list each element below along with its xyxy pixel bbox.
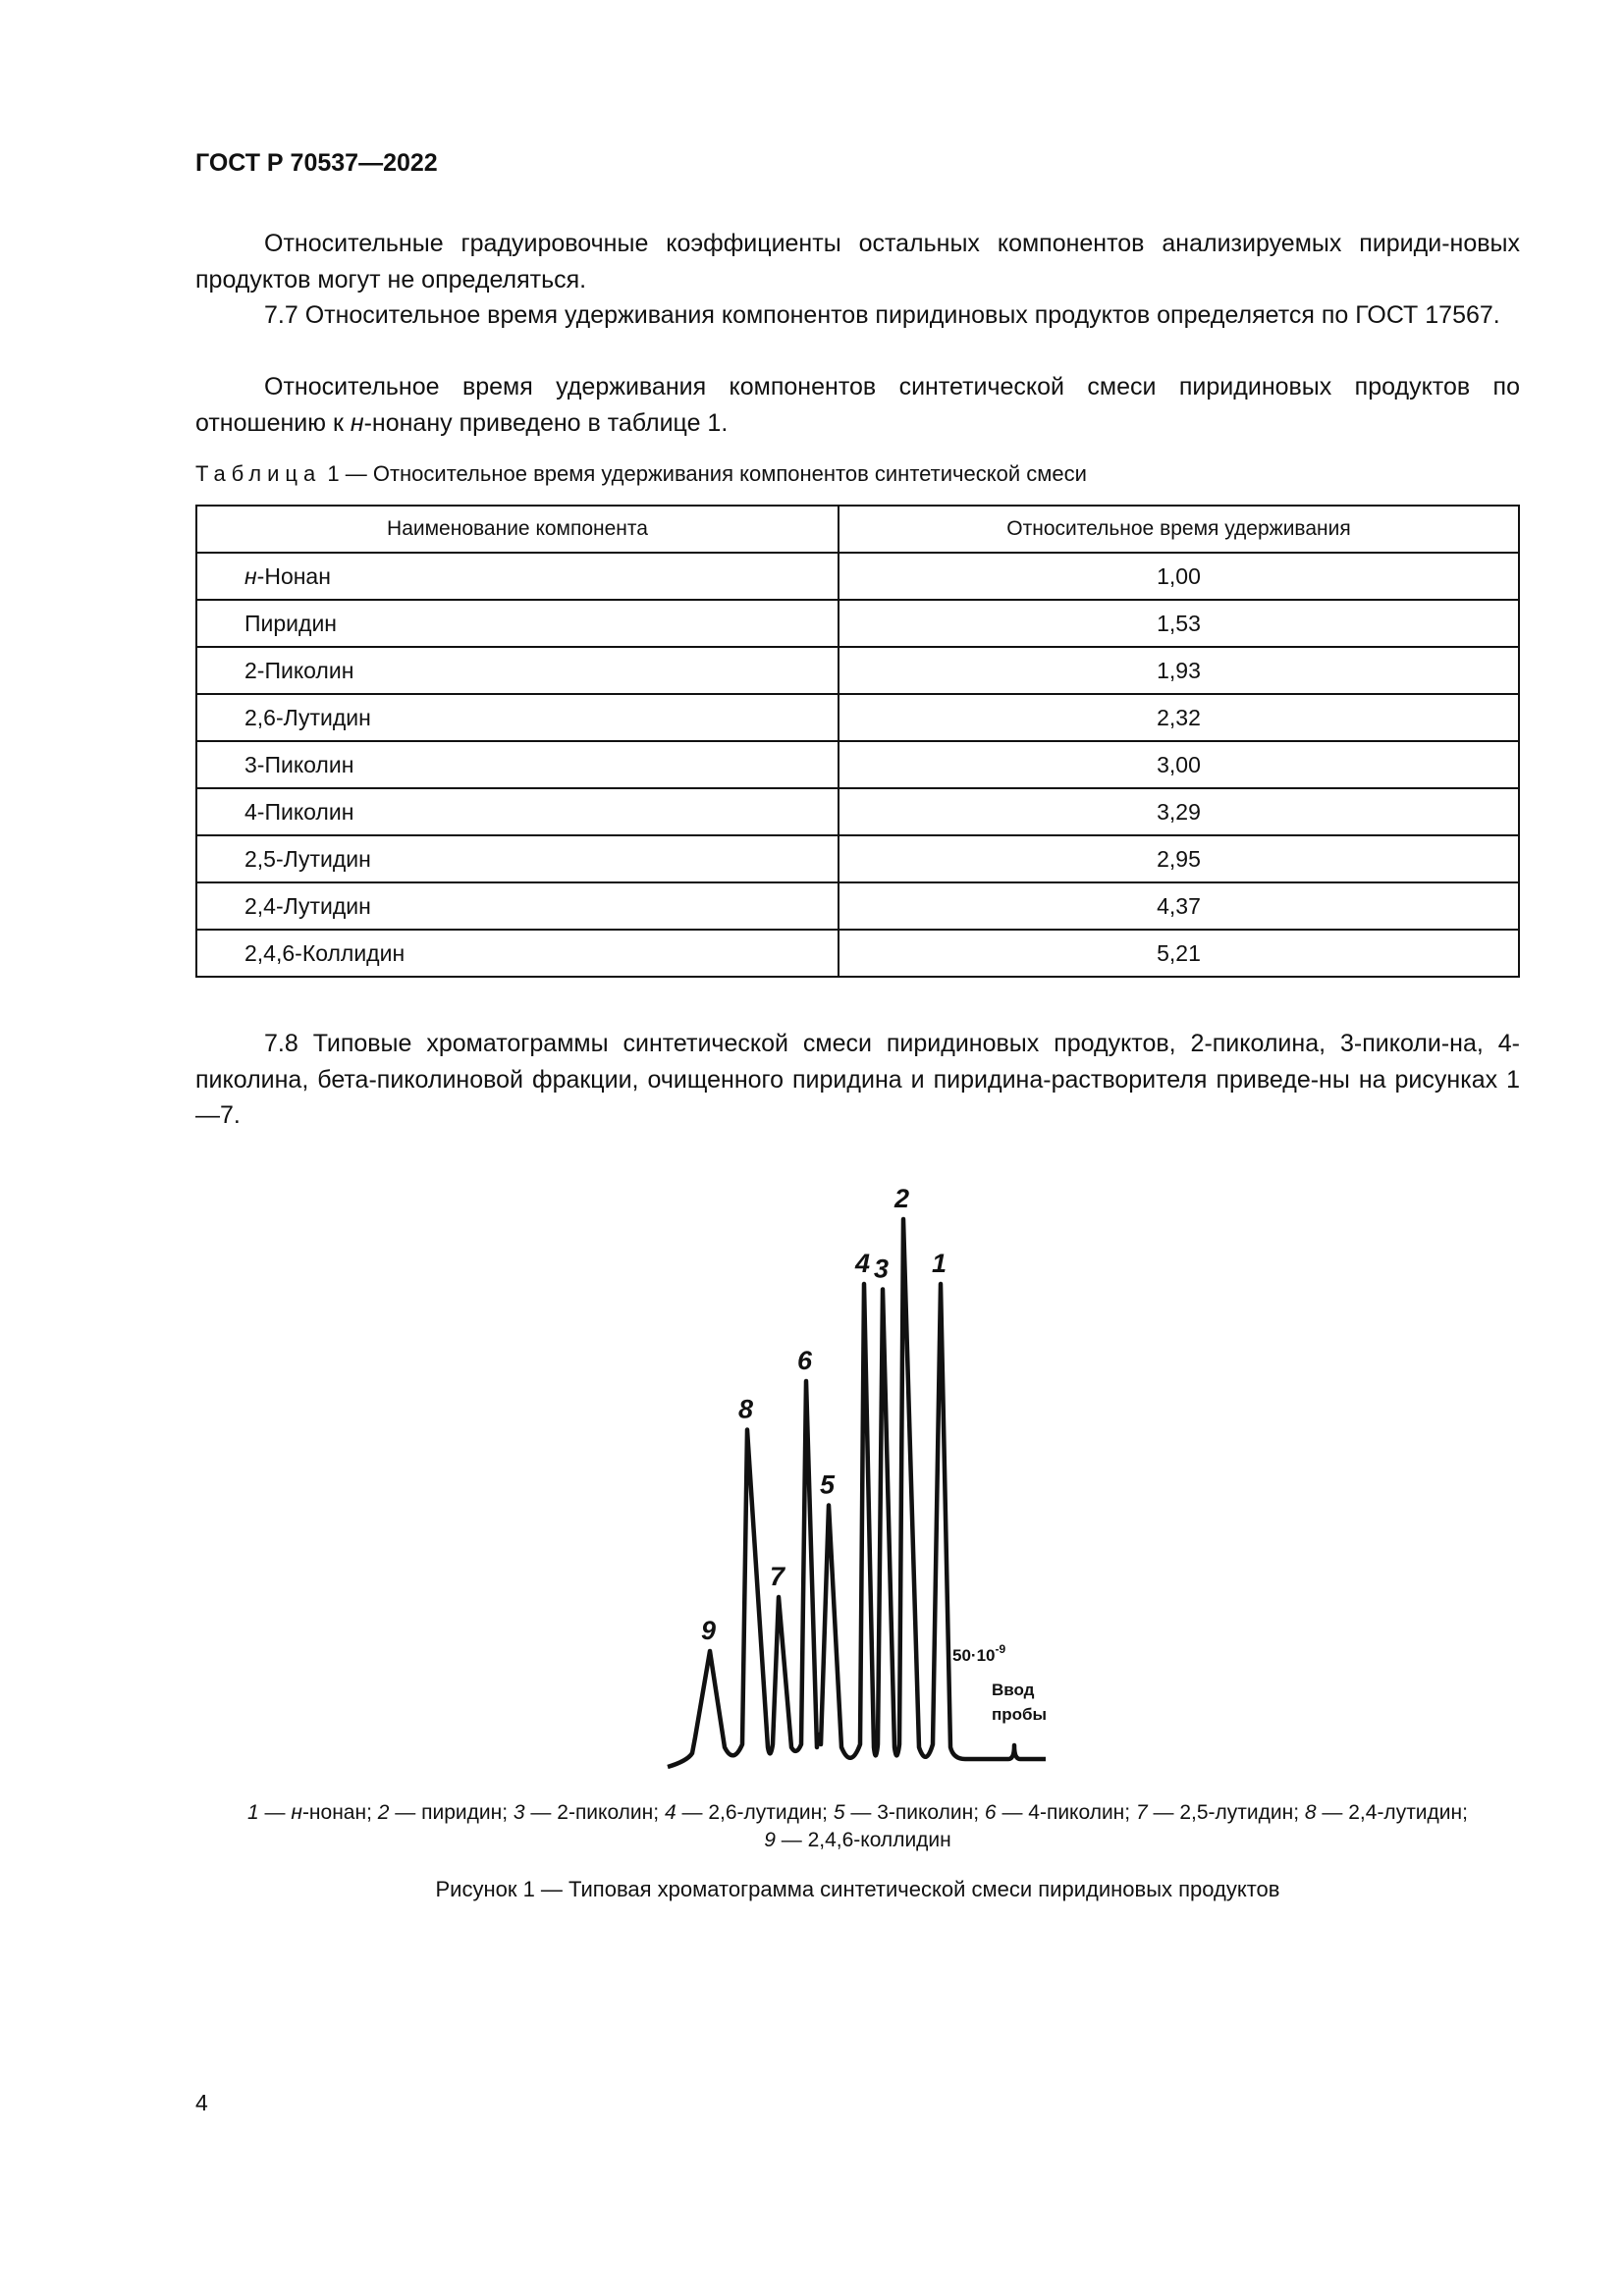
legend-item: 2 — пиридин; [377, 1801, 509, 1824]
component-name: 2,6-Лутидин [195, 693, 839, 742]
table-row: 2,6-Лутидин 2,32 [195, 693, 1520, 742]
injection-label: Ввод [992, 1681, 1035, 1699]
retention-value: 5,21 [838, 929, 1520, 978]
name-text: 2,5-Лутидин [244, 845, 371, 872]
component-name: н-Нонан [195, 552, 839, 601]
text-italic: н [350, 408, 364, 437]
table-row: 2,5-Лутидин 2,95 [195, 834, 1520, 883]
name-text: -Нонан [256, 562, 331, 589]
table-row: 4-Пиколин 3,29 [195, 787, 1520, 836]
table-caption-label: Таблица [195, 461, 322, 486]
name-text: 2,4,6-Коллидин [244, 939, 406, 966]
retention-value: 1,00 [838, 552, 1520, 601]
peak-label: 6 [797, 1346, 813, 1375]
retention-value: 1,93 [838, 646, 1520, 695]
italic-prefix: н [244, 562, 257, 589]
retention-value: 3,00 [838, 740, 1520, 789]
legend-item: 1 — н-нонан; [247, 1801, 372, 1824]
chromatogram-trace [667, 1216, 1046, 1770]
retention-value: 3,29 [838, 787, 1520, 836]
paragraph: Относительное время удерживания компонен… [195, 369, 1520, 441]
component-name: Пиридин [195, 599, 839, 648]
figure-caption: Рисунок 1 — Типовая хроматограмма синтет… [435, 1877, 1280, 1901]
peak-label: 2 [893, 1184, 909, 1213]
component-name: 4-Пиколин [195, 787, 839, 836]
column-header: Наименование компонента [195, 505, 839, 554]
text: -нонану приведено в таблице 1. [363, 408, 729, 437]
peak-label: 3 [874, 1255, 889, 1284]
table-row: н-Нонан 1,00 [195, 552, 1520, 601]
name-text: 2,4-Лутидин [244, 892, 371, 919]
page-number: 4 [195, 2090, 208, 2115]
name-text: Пиридин [244, 610, 337, 636]
legend-item: 3 — 2-пиколин; [513, 1801, 660, 1824]
document-header: ГОСТ Р 70537—2022 [195, 149, 438, 177]
paragraph-7-7: 7.7 Относительное время удерживания комп… [264, 301, 1500, 329]
name-text: 4-Пиколин [244, 798, 354, 825]
retention-value: 4,37 [838, 881, 1520, 931]
table-caption: Таблица 1 — Относительное время удержива… [195, 461, 1087, 487]
component-name: 3-Пиколин [195, 740, 839, 789]
component-name: 2-Пиколин [195, 646, 839, 695]
peak-label: 9 [701, 1616, 716, 1645]
table-row: 2-Пиколин 1,93 [195, 646, 1520, 695]
legend-item: 7 — 2,5-лутидин; [1135, 1801, 1300, 1824]
legend-item: 5 — 3-пиколин; [833, 1801, 980, 1824]
peak-label: 7 [770, 1562, 786, 1591]
injection-label: пробы [992, 1705, 1047, 1724]
name-text: 2-Пиколин [244, 657, 354, 683]
table-header-row: Наименование компонента Относительное вр… [195, 505, 1520, 554]
table-caption-text: 1 — Относительное время удерживания комп… [321, 461, 1087, 486]
paragraph-7-8: 7.8 Типовые хроматограммы синтетической … [195, 1030, 1520, 1129]
legend-item: 4 — 2,6-лутидин; [664, 1801, 829, 1824]
legend-item: 8 — 2,4-лутидин; [1304, 1801, 1468, 1824]
legend-item: 9 — 2,4,6-коллидин [764, 1829, 951, 1851]
table-row: 2,4-Лутидин 4,37 [195, 881, 1520, 931]
retention-value: 1,53 [838, 599, 1520, 648]
component-name: 2,4,6-Коллидин [195, 929, 839, 978]
column-header: Относительное время удерживания [838, 505, 1520, 554]
table-row: Пиридин 1,53 [195, 599, 1520, 648]
figure-legend: 1 — н-нонан; 2 — пиридин; 3 — 2-пиколин;… [195, 1799, 1520, 1854]
peak-label: 5 [820, 1470, 836, 1500]
retention-value: 2,95 [838, 834, 1520, 883]
table-row: 2,4,6-Коллидин 5,21 [195, 929, 1520, 978]
peak-label: 1 [932, 1249, 947, 1278]
retention-value: 2,32 [838, 693, 1520, 742]
name-text: 2,6-Лутидин [244, 704, 371, 730]
table-row: 3-Пиколин 3,00 [195, 740, 1520, 789]
name-text: 3-Пиколин [244, 751, 354, 777]
component-name: 2,5-Лутидин [195, 834, 839, 883]
peak-label: 4 [854, 1249, 870, 1278]
peak-label: 8 [738, 1395, 753, 1424]
retention-table: Наименование компонента Относительное вр… [195, 505, 1520, 978]
scale-label: 50·10-9 [952, 1642, 1005, 1665]
paragraph: Относительные градуировочные коэффициент… [195, 230, 1520, 294]
component-name: 2,4-Лутидин [195, 881, 839, 931]
legend-item: 6 — 4-пиколин; [984, 1801, 1131, 1824]
text: Относительное время удерживания компонен… [195, 373, 1520, 437]
